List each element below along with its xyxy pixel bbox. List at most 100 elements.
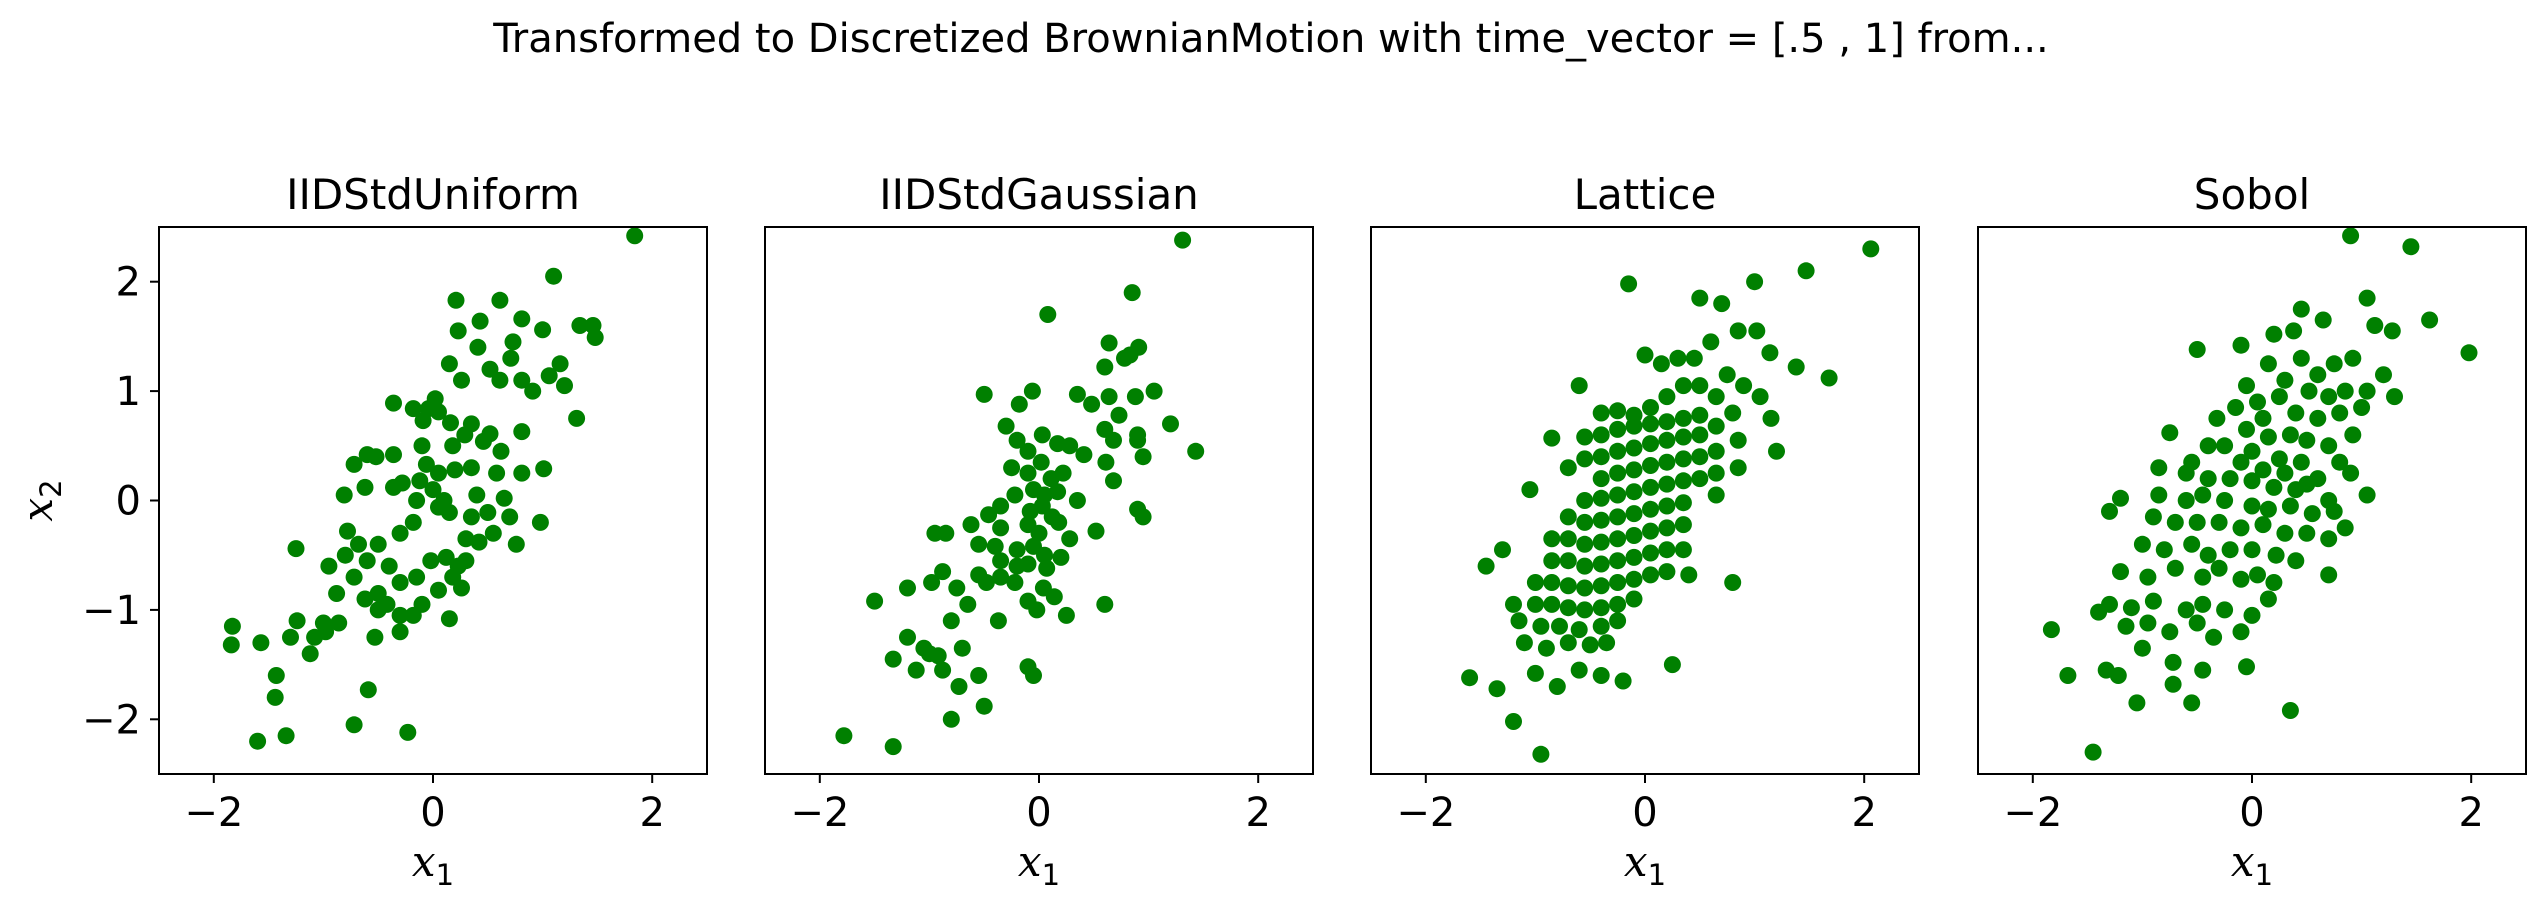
data-point [1515, 634, 1533, 652]
data-point [468, 486, 486, 504]
data-point [492, 442, 510, 460]
data-point [1609, 442, 1627, 460]
data-point [2177, 601, 2195, 619]
data-point [2259, 590, 2277, 608]
data-point [484, 524, 502, 542]
data-point [249, 732, 267, 750]
x-axis-label-subscript: 1 [1042, 858, 1060, 892]
data-point [462, 459, 480, 477]
data-point [501, 508, 519, 526]
data-point [1691, 377, 1709, 395]
subplots: IIDStdUniform−2 0 2x1−2−1012x2IIDStdGaussi… [13, 170, 2527, 892]
x-axis-label-base: x [412, 837, 436, 886]
data-point [1674, 409, 1692, 427]
data-point [1658, 541, 1676, 559]
data-point [1075, 446, 1093, 464]
data-point [1054, 464, 1072, 482]
data-point [391, 524, 409, 542]
data-point [491, 371, 509, 389]
data-point [1797, 262, 1815, 280]
data-point [1707, 486, 1725, 504]
data-point [942, 710, 960, 728]
data-point [1145, 382, 1163, 400]
data-point [404, 513, 422, 531]
data-point [934, 563, 952, 581]
data-point [339, 522, 356, 540]
data-point [2276, 371, 2294, 389]
data-point [2331, 453, 2349, 471]
data-point [1658, 519, 1676, 537]
data-point [1576, 579, 1594, 597]
data-point [1581, 636, 1599, 654]
data-point [899, 579, 916, 597]
data-point [2259, 355, 2277, 373]
data-point [1729, 431, 1747, 449]
data-point [2402, 238, 2420, 256]
data-point [1674, 541, 1692, 559]
data-point [266, 688, 284, 706]
data-point [2267, 546, 2285, 564]
data-point [1532, 617, 1550, 635]
data-point [2238, 658, 2255, 676]
data-point [2292, 453, 2310, 471]
x-axis-label: x1 [1018, 837, 1060, 892]
data-point [2109, 667, 2127, 684]
y-axis-label-subscript: 2 [34, 479, 68, 497]
data-point [1019, 464, 1037, 482]
data-point [531, 513, 549, 531]
data-point [1576, 601, 1594, 619]
data-point [1592, 667, 1610, 684]
data-point [474, 432, 492, 450]
data-point [252, 634, 270, 652]
data-point [385, 446, 402, 464]
data-point [1083, 395, 1101, 413]
data-point [453, 579, 470, 597]
data-point [1707, 442, 1725, 460]
x-tick-label: 0 [2239, 790, 2264, 836]
data-point [1543, 530, 1561, 548]
data-point [462, 508, 480, 526]
data-point [2188, 614, 2206, 632]
data-point [907, 661, 925, 679]
data-point [399, 723, 417, 741]
data-point [1592, 555, 1610, 573]
data-point [1724, 574, 1742, 591]
data-point [1691, 289, 1709, 307]
data-point [453, 371, 470, 389]
data-point [1576, 492, 1594, 509]
data-point [391, 606, 409, 624]
data-point [1658, 431, 1676, 449]
data-point [970, 535, 988, 553]
x-tick-label: 0 [420, 790, 445, 836]
data-point [404, 606, 422, 624]
data-point [1652, 355, 1670, 373]
data-point [1674, 494, 1692, 512]
scatter-points [222, 227, 644, 750]
data-point [513, 464, 531, 482]
data-point [1576, 535, 1594, 553]
subplot-sobol: Sobol −2 0 2 x1 [1977, 170, 2527, 892]
data-point [424, 481, 442, 499]
data-point [2210, 513, 2228, 531]
data-point [1559, 577, 1577, 595]
data-point [358, 552, 376, 570]
data-point [1033, 426, 1051, 444]
data-point [1087, 522, 1105, 540]
data-point [1674, 428, 1692, 446]
data-point [586, 329, 604, 346]
data-point [2460, 344, 2478, 362]
data-point [535, 460, 553, 478]
data-point [1691, 448, 1709, 466]
data-point [2112, 489, 2129, 507]
data-point [277, 727, 295, 745]
data-point [223, 617, 241, 635]
x-tick-label: −2 [184, 790, 243, 836]
data-point [2122, 599, 2140, 617]
data-point [626, 227, 644, 245]
data-point [350, 535, 367, 553]
data-point [2314, 311, 2332, 329]
data-point [2232, 519, 2250, 537]
data-point [1061, 530, 1079, 548]
data-point [422, 552, 440, 570]
